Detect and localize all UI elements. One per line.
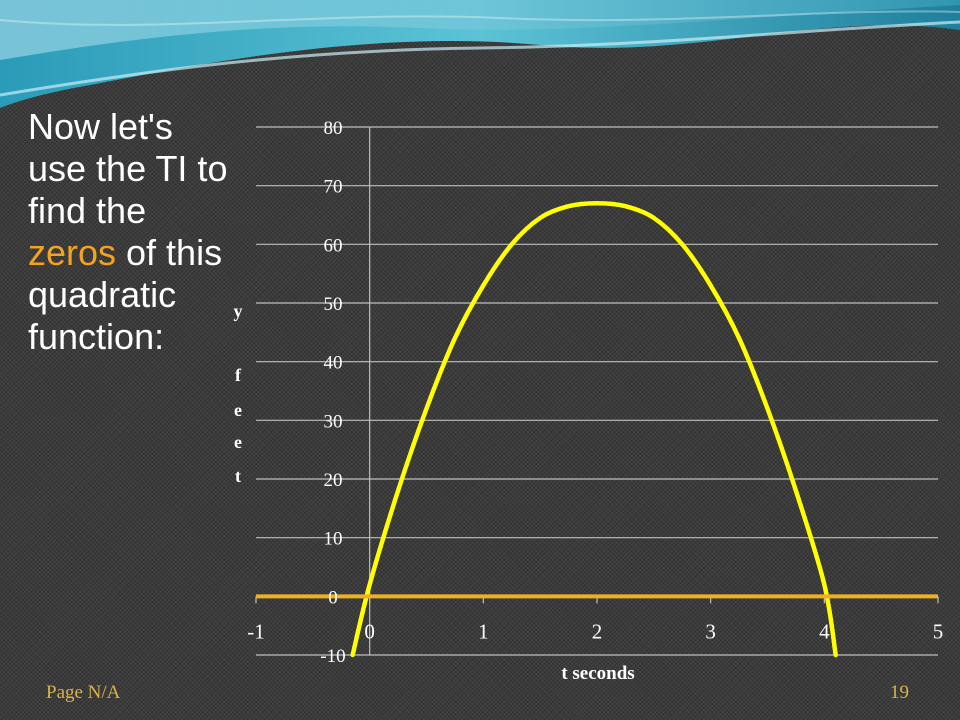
y-tick-label: 70: [324, 177, 343, 198]
y-tick-label: 30: [324, 411, 343, 432]
x-tick-label: 5: [933, 619, 944, 643]
y-tick-label: 80: [324, 118, 343, 139]
chart-axes: [255, 127, 939, 655]
y-tick-label: -10: [320, 646, 345, 667]
chart-series: [256, 201, 938, 658]
parabola-curve: [350, 201, 838, 658]
x-tick-label: -1: [247, 619, 265, 643]
x-tick-label: 2: [592, 619, 603, 643]
y-tick-label: 20: [324, 470, 343, 491]
y-tick-label: 40: [324, 353, 343, 374]
y-axis-label-letter: t: [235, 466, 241, 486]
slide-page-number: 19: [890, 682, 909, 703]
y-axis-label-letter: e: [234, 432, 242, 452]
highlighted-word-zeros: zeros: [28, 232, 117, 273]
y-tick-label: 0: [328, 587, 338, 608]
x-tick-label: 1: [478, 619, 489, 643]
slide-body-text: Now let's use the TI to find the zeros o…: [28, 106, 238, 358]
slide-text-part1: Now let's use the TI to find the: [28, 106, 228, 231]
x-tick-label: 4: [819, 619, 830, 643]
x-axis-label: t seconds: [561, 663, 634, 684]
y-axis-label-letter: y: [233, 301, 243, 321]
chart-gridlines: [256, 126, 938, 656]
y-axis-label-letter: e: [234, 400, 242, 420]
x-tick-label: 0: [364, 619, 375, 643]
x-tick-label: 3: [705, 619, 716, 643]
decorative-wave-banner: [0, 0, 960, 108]
y-axis-label-letter: f: [235, 365, 241, 385]
y-tick-label: 60: [324, 235, 343, 256]
footer-page-label: Page N/A: [46, 682, 121, 703]
slide-text-part2: of this quadratic function:: [28, 232, 223, 357]
y-tick-label: 10: [324, 529, 343, 550]
y-tick-label: 50: [324, 294, 343, 315]
